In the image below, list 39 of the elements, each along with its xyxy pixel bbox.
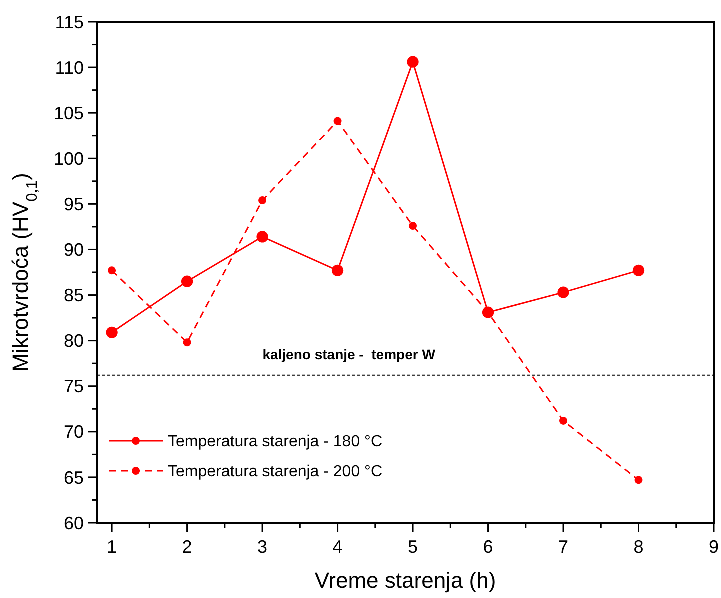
point — [181, 276, 194, 288]
point — [108, 266, 116, 275]
legend-label: Temperatura starenja - 200 °C — [168, 464, 382, 481]
point — [558, 286, 570, 298]
x-tick-label: 8 — [634, 537, 644, 557]
x-tick-label: 6 — [483, 537, 494, 557]
point — [334, 117, 342, 126]
y-tick-label: 80 — [64, 331, 84, 352]
y-tick-label: 70 — [64, 422, 84, 442]
point — [256, 231, 268, 243]
x-axis-title: Vreme starenja (h) — [314, 568, 496, 593]
y-tick-label: 115 — [55, 12, 84, 32]
y-tick-label: 60 — [64, 513, 84, 534]
y-tick-label: 95 — [64, 194, 84, 214]
x-tick-label: 2 — [182, 537, 192, 557]
y-tick-label: 100 — [54, 148, 84, 169]
y-tick-label: 110 — [55, 58, 84, 78]
point — [632, 264, 645, 276]
point — [106, 326, 118, 338]
y-tick-label: 75 — [64, 376, 84, 397]
legend-label: Temperatura starenja - 180 °C — [168, 434, 382, 451]
point — [183, 338, 192, 347]
y-tick-label: 90 — [64, 240, 84, 260]
x-tick-label: 7 — [558, 537, 569, 557]
ref-line-label: kaljeno stanje - temper W — [262, 346, 436, 362]
point — [258, 196, 267, 205]
point — [634, 476, 643, 484]
y-tick-label: 105 — [54, 103, 84, 124]
point — [560, 416, 568, 425]
x-tick-label: 9 — [708, 537, 720, 557]
x-tick-label: 3 — [258, 537, 268, 557]
point — [409, 222, 418, 230]
y-tick-label: 85 — [64, 286, 84, 306]
x-tick-label: 4 — [332, 537, 343, 557]
y-tick-label: 65 — [64, 468, 84, 488]
x-tick-label: 5 — [408, 537, 418, 557]
point — [407, 56, 419, 68]
point — [332, 264, 344, 276]
x-tick-label: 1 — [107, 537, 118, 557]
